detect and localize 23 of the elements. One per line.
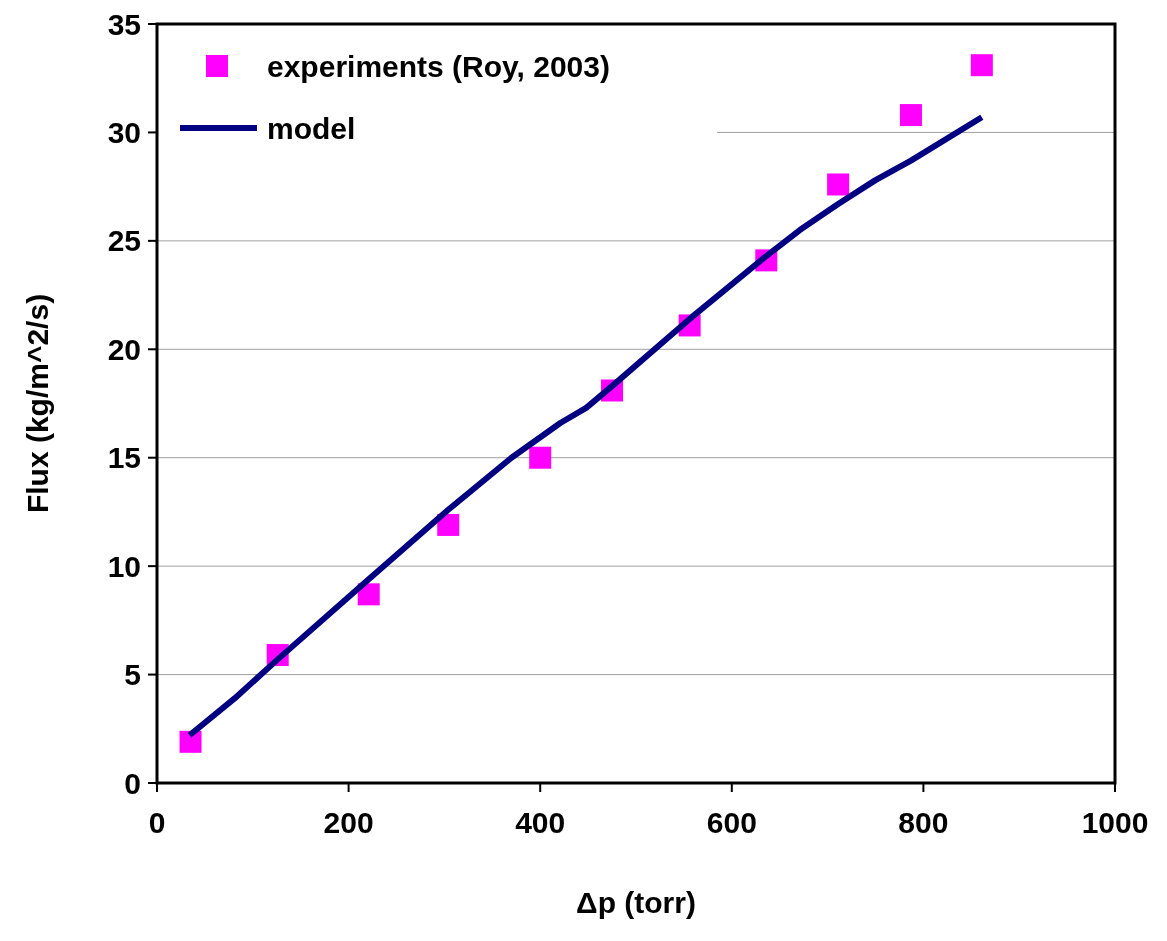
point <box>970 54 993 77</box>
y-tick-label: 25 <box>107 224 141 258</box>
legend-label: experiments (Roy, 2003) <box>267 49 610 83</box>
x-tick-label: 0 <box>148 806 166 839</box>
point <box>827 173 850 196</box>
x-tick-label: 800 <box>898 806 949 839</box>
x-tick-label: 200 <box>323 806 374 839</box>
x-axis-title: Δp (torr) <box>576 886 696 919</box>
y-tick-label: 15 <box>107 441 141 475</box>
x-tick-label: 400 <box>515 806 566 839</box>
y-axis-title: Flux (kg/m^2/s) <box>21 293 54 514</box>
point <box>179 730 202 753</box>
point <box>899 104 922 127</box>
y-tick-label: 30 <box>107 115 141 149</box>
y-tick-label: 0 <box>124 766 141 800</box>
legend-label: model <box>267 111 356 145</box>
y-tick-label: 35 <box>107 7 141 41</box>
y-tick-label: 20 <box>107 332 141 366</box>
x-tick-label: 600 <box>706 806 757 839</box>
y-tick-label: 10 <box>107 549 141 583</box>
point <box>529 446 552 469</box>
x-tick-label: 1000 <box>1081 806 1149 839</box>
y-tick-label: 5 <box>124 658 141 692</box>
